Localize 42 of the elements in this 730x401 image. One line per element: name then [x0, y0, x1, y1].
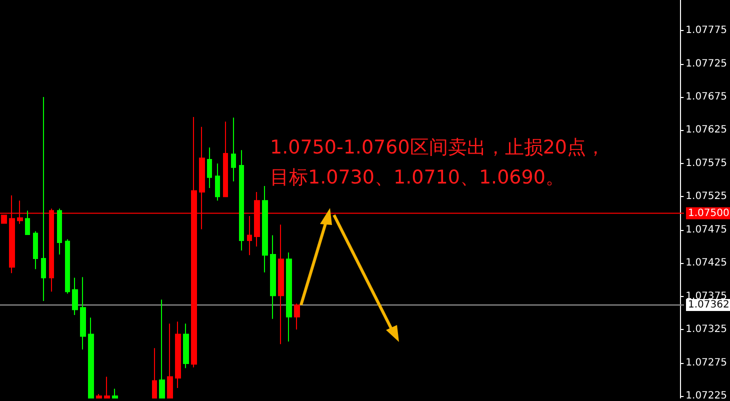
candlestick [270, 234, 276, 320]
ref-line-label: 1.07500 [688, 208, 730, 219]
candlestick [65, 238, 70, 294]
y-tick-label: 1.07225 [686, 390, 728, 401]
candlestick [247, 215, 252, 256]
candlestick [183, 323, 189, 369]
ref-line-label: 1.07362 [688, 299, 730, 310]
y-tick-label: 1.07625 [686, 124, 728, 136]
candlestick [231, 117, 236, 182]
candlestick [223, 121, 228, 198]
candlestick [175, 321, 181, 389]
candlestick [41, 96, 46, 302]
candlestick [152, 348, 157, 398]
candlestick [215, 162, 220, 202]
y-tick-label: 1.07775 [686, 25, 728, 36]
candlestick [88, 317, 94, 398]
candlestick [57, 208, 62, 255]
candlestick [104, 376, 110, 398]
candlestick [159, 299, 165, 398]
candlestick [167, 323, 173, 398]
candlestick [96, 394, 102, 398]
candlestick [72, 277, 78, 316]
candlestick [262, 186, 268, 273]
y-tick-label: 1.07425 [686, 258, 728, 269]
y-tick-label: 1.07575 [686, 158, 728, 169]
y-tick-label: 1.07275 [686, 357, 728, 368]
candlestick [25, 210, 30, 236]
candlestick [294, 303, 300, 330]
y-tick-label: 1.07725 [686, 58, 728, 70]
y-tick-label: 1.07325 [686, 324, 728, 336]
candlestick [278, 224, 284, 345]
candlestick [33, 230, 38, 270]
candlestick [286, 252, 292, 342]
y-tick-label: 1.07675 [686, 92, 728, 103]
candlestick [80, 276, 86, 350]
candlestick [207, 147, 212, 189]
candlestick [239, 150, 244, 251]
candlestick [112, 388, 118, 398]
y-tick-label: 1.07525 [686, 191, 728, 202]
annotation: 1.0750-1.0760区间卖出，止损20点， [270, 136, 605, 158]
y-tick-label: 1.07475 [686, 224, 728, 236]
annotation: 目标1.0730、1.0710、1.0690。 [270, 166, 564, 188]
